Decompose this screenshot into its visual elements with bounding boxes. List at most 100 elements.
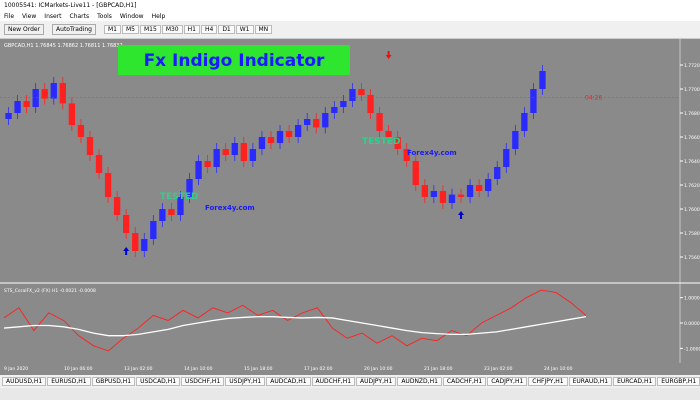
price-tick-label: 1.77000 xyxy=(684,87,700,93)
time-label: 20 Jan 10:00 xyxy=(364,366,393,372)
menu-item[interactable]: File xyxy=(4,12,15,20)
autotrading-button[interactable]: AutoTrading xyxy=(52,24,96,35)
candle xyxy=(530,89,537,113)
new-order-button[interactable]: New Order xyxy=(4,24,45,35)
indicator-tick-label: -1.0000 xyxy=(684,346,700,352)
watermark-tested: TESTED xyxy=(362,137,401,147)
title-bar: 10005541: ICMarkets-Live11 - [GBPCAD,H1] xyxy=(0,0,700,11)
candle xyxy=(249,149,257,161)
chart-tab[interactable]: USDCAD,H1 xyxy=(136,377,181,386)
menu-item[interactable]: View xyxy=(22,12,37,20)
candle xyxy=(86,137,94,155)
sell-arrow xyxy=(385,51,392,59)
candle xyxy=(5,113,12,119)
chart-tab[interactable]: AUDNZD,H1 xyxy=(397,377,442,386)
indicator-tick-label: 1.0000 xyxy=(684,296,700,302)
chart-tab[interactable]: EURAUD,H1 xyxy=(568,377,613,386)
chart-tab[interactable]: USDCHF,H1 xyxy=(181,377,225,386)
candle xyxy=(150,221,157,239)
timeframe-button[interactable]: MN xyxy=(254,25,273,34)
candle xyxy=(195,161,202,179)
timeframe-button[interactable]: M15 xyxy=(140,25,161,34)
timeframe-button[interactable]: M30 xyxy=(161,25,183,34)
time-label: 13 Jan 02:00 xyxy=(124,366,153,372)
candle xyxy=(267,137,275,143)
candle xyxy=(23,101,30,107)
timeframe-button[interactable]: H4 xyxy=(200,25,218,34)
chart-tab[interactable]: EURCAD,H1 xyxy=(613,377,657,386)
timeframe-button[interactable]: M1 xyxy=(104,25,121,34)
candle xyxy=(394,137,401,149)
chart-tab[interactable]: CADCHF,H1 xyxy=(442,377,487,386)
candle xyxy=(475,185,483,191)
candle xyxy=(41,89,48,99)
candle xyxy=(168,209,175,215)
time-label: 9 Jan 2020 xyxy=(4,366,28,372)
timeframe-button[interactable]: W1 xyxy=(235,25,254,34)
candle xyxy=(14,101,21,113)
candle xyxy=(113,197,121,215)
candle xyxy=(77,125,85,137)
chart-tab[interactable]: USDJPY,H1 xyxy=(225,377,266,386)
menu-item[interactable]: Window xyxy=(119,12,144,20)
chart-tab[interactable]: EURUSD,H1 xyxy=(47,377,91,386)
time-label: 15 Jan 18:00 xyxy=(244,366,273,372)
price-tick-label: 1.76000 xyxy=(684,207,700,213)
candle xyxy=(132,233,139,251)
menu-item[interactable]: Help xyxy=(151,12,166,20)
chart-tab[interactable]: AUDUSD,H1 xyxy=(2,377,47,386)
candle xyxy=(285,131,293,137)
chart-tab[interactable]: CADJPY,H1 xyxy=(487,377,528,386)
timeframe-button[interactable]: M5 xyxy=(122,25,139,34)
candle xyxy=(349,89,356,101)
price-tick-label: 1.76400 xyxy=(684,159,700,165)
candle xyxy=(421,185,428,197)
time-label: 23 Jan 02:00 xyxy=(484,366,513,372)
red-line xyxy=(3,289,587,352)
timeframe-button[interactable]: H1 xyxy=(183,25,200,34)
price-tick-label: 1.77200 xyxy=(684,63,700,69)
candle xyxy=(177,197,184,215)
buy-arrow xyxy=(458,211,465,219)
candle xyxy=(521,113,528,131)
menu-item[interactable]: Insert xyxy=(44,12,62,20)
bar-timer: 04:26 xyxy=(585,94,602,101)
candle xyxy=(231,143,238,155)
candle xyxy=(331,107,338,113)
candle xyxy=(68,103,76,125)
status-bar xyxy=(0,388,700,400)
candle xyxy=(59,83,66,104)
candle xyxy=(448,194,456,203)
buy-arrow xyxy=(123,247,130,255)
candle xyxy=(313,119,320,128)
banner-title: Fx Indigo Indicator xyxy=(144,51,325,71)
candle xyxy=(294,125,302,137)
candle xyxy=(439,191,447,203)
candle xyxy=(258,137,266,149)
chart: 1.77200 1.77000 1.76800 1.76600 1.76400 1.762… xyxy=(0,39,700,375)
window-title: 10005541: ICMarkets-Live11 - [GBPCAD,H1] xyxy=(4,2,137,9)
candle xyxy=(412,161,419,185)
chart-tab[interactable]: EURGBP,H1 xyxy=(657,377,700,386)
chart-tab[interactable]: AUDCHF,H1 xyxy=(311,377,356,386)
symbol-label: GBPCAD,H1 1.76845 1.76862 1.76811 1.7683… xyxy=(4,43,123,49)
chart-tab[interactable]: AUDCAD,H1 xyxy=(266,377,311,386)
menu-item[interactable]: Tools xyxy=(97,12,112,20)
price-tick-label: 1.76200 xyxy=(684,183,700,189)
candle xyxy=(159,209,166,221)
time-label: 10 Jan 06:00 xyxy=(64,366,93,372)
chart-tab[interactable]: AUDJPY,H1 xyxy=(356,377,397,386)
indicator-label: STS_CoralFX_v2 (FX) H1 -0.0021 -0.0008 xyxy=(4,288,96,294)
candle xyxy=(385,131,392,137)
menu-item[interactable]: Charts xyxy=(69,12,90,20)
candle xyxy=(141,239,148,251)
price-tick-label: 1.76600 xyxy=(684,135,700,141)
candle xyxy=(367,95,374,113)
candle xyxy=(485,179,492,191)
time-label: 24 Jan 10:00 xyxy=(544,366,573,372)
chart-tab[interactable]: GBPUSD,H1 xyxy=(91,377,136,386)
white-line xyxy=(3,316,587,337)
chart-tab[interactable]: CHFJPY,H1 xyxy=(528,377,568,386)
watermark-tested: TESTED xyxy=(160,192,199,202)
timeframe-button[interactable]: D1 xyxy=(218,25,235,34)
